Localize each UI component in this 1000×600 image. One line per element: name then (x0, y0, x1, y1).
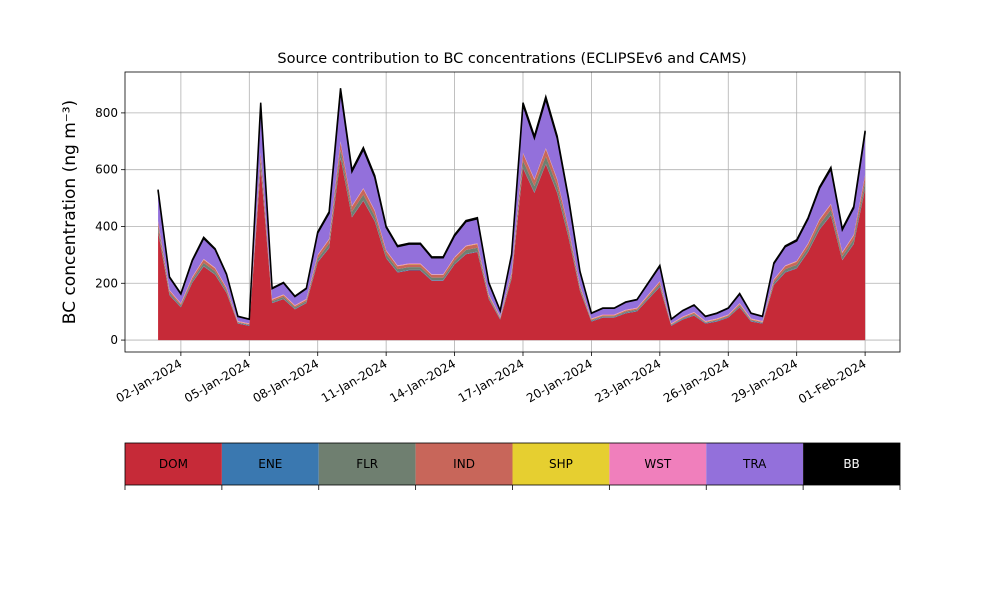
area (158, 158, 866, 341)
x-tick-label: 29-Jan-2024 (729, 356, 800, 405)
area (157, 88, 866, 321)
legend-label: DOM (159, 457, 188, 471)
legend-swatch (512, 443, 610, 485)
plot-area (125, 72, 900, 352)
legend-label: BB (843, 457, 859, 471)
x-tick-label: 20-Jan-2024 (524, 356, 595, 405)
legend-label: TRA (742, 457, 767, 471)
legend-swatch (609, 443, 707, 485)
x-tick-label: 08-Jan-2024 (250, 356, 321, 405)
x-tick-label: 02-Jan-2024 (114, 356, 185, 405)
legend: DOM ENE FLR IND SHP WST TRA BB (124, 442, 901, 490)
legend-swatch (221, 443, 319, 485)
legend-swatch (415, 443, 513, 485)
x-tick-label: 14-Jan-2024 (387, 356, 458, 405)
chart-title: Source contribution to BC concentrations… (277, 51, 746, 67)
legend-swatch (803, 443, 900, 485)
y-axis-label: BC concentration (ng m⁻³) (60, 100, 80, 324)
y-tick-label: 400 (95, 219, 118, 233)
legend-swatch (125, 443, 222, 485)
axes-frame (124, 71, 901, 353)
y-tick-label: 800 (95, 106, 118, 120)
legend-label: WST (644, 457, 671, 471)
y-tick-label: 600 (95, 163, 118, 177)
x-tick-label: 23-Jan-2024 (593, 356, 664, 405)
x-tick-label: 17-Jan-2024 (456, 356, 527, 405)
legend-label: ENE (258, 457, 282, 471)
x-tick-label: 11-Jan-2024 (319, 356, 390, 405)
legend-swatch (706, 443, 804, 485)
x-tick-label: 26-Jan-2024 (661, 356, 732, 405)
y-tick-label: 0 (110, 333, 118, 347)
legend-label: IND (453, 457, 475, 471)
x-tick-label: 01-Feb-2024 (796, 356, 869, 406)
legend-label: FLR (356, 457, 378, 471)
legend-swatch (318, 443, 416, 485)
y-tick-label: 200 (95, 276, 118, 290)
x-tick-label: 05-Jan-2024 (182, 356, 253, 405)
legend-label: SHP (549, 457, 573, 471)
legend-frame (124, 442, 901, 486)
